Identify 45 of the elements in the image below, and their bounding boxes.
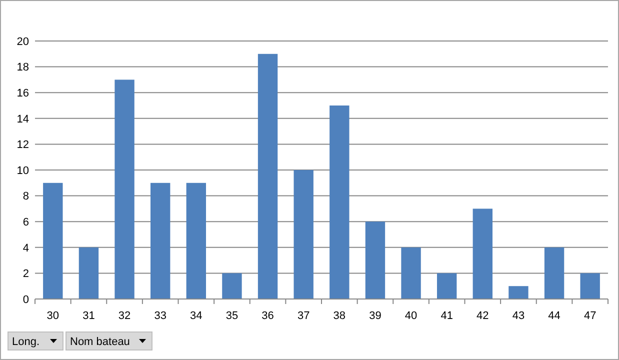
y-tick-label: 18 — [16, 62, 29, 74]
y-tick-label: 14 — [16, 113, 29, 126]
bar — [43, 182, 63, 299]
bar — [472, 208, 493, 299]
bar — [222, 273, 242, 299]
bar — [294, 170, 314, 299]
y-tick-label: 6 — [22, 216, 29, 228]
bar — [580, 273, 600, 299]
y-tick-label: 2 — [22, 268, 29, 280]
x-tick-label: 36 — [262, 310, 274, 322]
bar — [401, 247, 421, 299]
x-tick-label: 34 — [190, 310, 202, 322]
bar — [508, 286, 528, 299]
y-tick-label: 16 — [16, 87, 29, 100]
x-tick-label: 31 — [82, 310, 95, 322]
bar — [330, 106, 350, 299]
bar — [186, 182, 206, 299]
y-tick-label: 20 — [16, 36, 29, 48]
y-tick-label: 8 — [22, 190, 29, 203]
x-tick-label: 44 — [548, 310, 560, 322]
y-tick-label: 0 — [22, 294, 29, 306]
bar — [365, 222, 386, 299]
x-tick-label: 40 — [404, 310, 418, 322]
bar — [544, 247, 564, 299]
text: Long. — [12, 336, 40, 348]
bar — [258, 54, 278, 299]
x-tick-label: 30 — [46, 310, 60, 322]
x-tick-label: 47 — [584, 310, 596, 322]
x-tick-label: 42 — [476, 310, 489, 322]
y-tick-label: 12 — [16, 139, 29, 152]
text: Nom bateau — [70, 336, 130, 348]
bar — [78, 247, 99, 299]
x-tick-label: 39 — [369, 310, 382, 322]
bar — [436, 273, 457, 299]
y-tick-label: 4 — [22, 242, 29, 254]
x-tick-label: 43 — [512, 310, 525, 322]
y-tick-label: 10 — [16, 164, 29, 177]
x-tick-label: 35 — [226, 310, 238, 322]
x-tick-label: 38 — [333, 310, 346, 322]
bar — [150, 182, 170, 299]
x-tick-label: 41 — [440, 310, 453, 322]
bar — [114, 80, 134, 299]
x-tick-label: 32 — [118, 310, 131, 322]
x-tick-label: 33 — [154, 310, 166, 322]
x-tick-label: 37 — [297, 310, 310, 322]
